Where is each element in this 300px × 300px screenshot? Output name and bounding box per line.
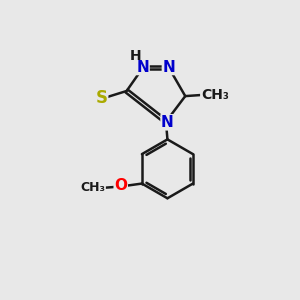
Text: CH₃: CH₃ (201, 88, 229, 102)
Text: S: S (96, 89, 108, 107)
Text: CH₃: CH₃ (80, 182, 105, 194)
Text: N: N (162, 59, 175, 74)
Text: H: H (130, 50, 141, 63)
Text: N: N (136, 59, 149, 74)
Text: O: O (114, 178, 127, 194)
Text: N: N (161, 115, 174, 130)
